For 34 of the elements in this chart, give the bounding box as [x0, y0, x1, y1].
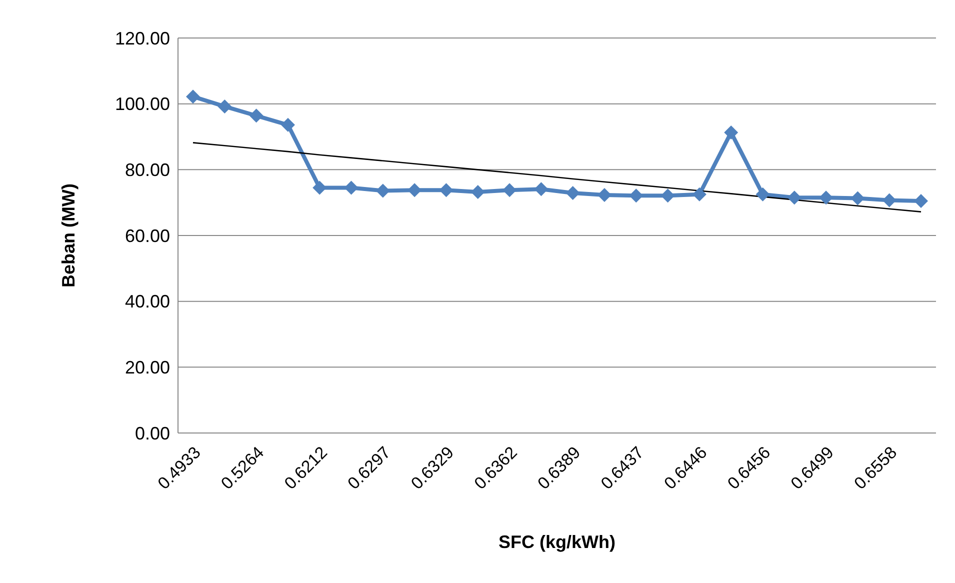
point — [850, 191, 865, 206]
point — [660, 188, 675, 203]
y-tick-label: 120.00 — [114, 28, 170, 48]
y-tick-label: 20.00 — [124, 358, 170, 378]
point — [566, 186, 580, 200]
line-series — [192, 142, 922, 212]
point — [756, 187, 770, 202]
y-tick-label: 0.00 — [134, 423, 170, 444]
point — [787, 190, 802, 205]
point — [408, 183, 422, 198]
point — [439, 183, 454, 198]
point — [819, 190, 834, 205]
point — [186, 90, 200, 104]
point — [376, 184, 390, 198]
y-tick-label: 80.00 — [124, 160, 170, 180]
point — [597, 188, 612, 202]
y-axis-title: Beban (MW) — [58, 184, 78, 288]
point — [914, 194, 928, 208]
x-axis-title: SFC (kg/kWh) — [498, 532, 616, 552]
y-tick-label: 100.00 — [114, 94, 170, 114]
point — [218, 99, 232, 114]
point — [249, 108, 264, 123]
point — [502, 183, 517, 198]
point — [692, 187, 706, 202]
point — [724, 125, 738, 140]
point — [534, 182, 548, 196]
point — [312, 180, 327, 195]
point — [470, 185, 485, 200]
y-tick-label: 60.00 — [124, 226, 170, 246]
point — [280, 118, 295, 132]
y-tick-label: 40.00 — [124, 292, 170, 312]
point — [629, 188, 644, 203]
point — [344, 180, 358, 195]
point — [882, 193, 896, 208]
